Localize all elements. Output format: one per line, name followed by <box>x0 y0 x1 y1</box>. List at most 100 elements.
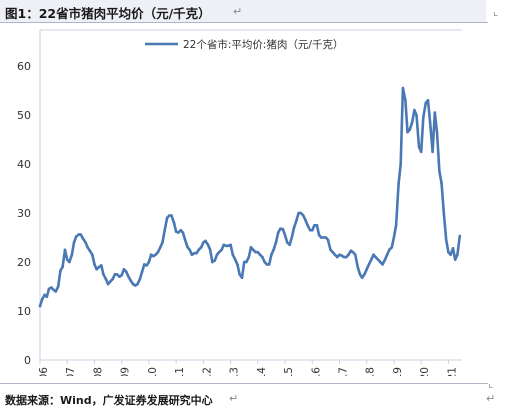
data-point <box>52 288 55 292</box>
data-point <box>308 228 312 232</box>
data-point <box>161 241 164 244</box>
data-point <box>215 253 219 256</box>
data-point <box>45 295 49 299</box>
data-point <box>74 235 78 238</box>
data-point <box>322 236 326 239</box>
data-point <box>174 230 178 233</box>
data-point <box>363 273 366 276</box>
data-point <box>415 113 418 117</box>
data-point <box>390 246 394 249</box>
data-point <box>442 211 446 215</box>
data-point <box>453 258 457 261</box>
data-point <box>381 263 384 266</box>
data-point <box>120 273 123 277</box>
data-point <box>456 253 459 256</box>
data-point <box>358 273 362 276</box>
data-point <box>251 248 255 252</box>
data-point <box>145 264 148 267</box>
paragraph-mark-icon: ↵ <box>233 5 243 18</box>
data-point <box>213 259 217 262</box>
data-point <box>317 233 321 237</box>
title-bar <box>0 0 486 22</box>
data-point <box>356 265 360 269</box>
data-point <box>408 128 412 131</box>
x-tick-label: 2014 <box>256 367 268 376</box>
data-point <box>102 273 105 276</box>
data-point <box>159 246 162 249</box>
x-tick-label: 2007 <box>65 367 77 376</box>
data-point <box>236 263 239 266</box>
data-point <box>410 121 414 124</box>
data-point <box>229 243 232 247</box>
data-point <box>38 304 42 308</box>
source-note: 数据来源：Wind，广发证券发展研究中心 <box>5 394 213 407</box>
data-point <box>347 253 350 256</box>
y-tick-label: 10 <box>17 305 31 318</box>
data-point <box>206 243 210 247</box>
data-point <box>220 248 223 252</box>
data-point <box>50 286 53 289</box>
data-point <box>388 248 391 252</box>
data-point <box>306 224 309 227</box>
data-point <box>170 214 173 217</box>
data-point <box>263 260 266 264</box>
data-point <box>86 246 89 249</box>
x-tick-label: 2010 <box>147 367 159 376</box>
data-point <box>197 248 200 252</box>
data-point <box>338 253 341 256</box>
data-point <box>186 246 189 249</box>
x-tick-label: 2016 <box>310 367 322 376</box>
data-point <box>383 258 387 261</box>
data-point <box>326 238 330 242</box>
data-point <box>222 243 226 247</box>
data-point <box>138 277 142 281</box>
data-point <box>245 260 248 264</box>
data-point <box>149 253 153 256</box>
data-point <box>372 253 375 256</box>
data-point <box>199 246 203 249</box>
data-point <box>204 239 207 243</box>
top-rule <box>0 22 488 23</box>
data-point <box>292 226 296 229</box>
data-point <box>93 263 96 266</box>
data-point <box>242 260 246 264</box>
data-point <box>95 268 98 271</box>
y-tick-label: 60 <box>17 60 31 73</box>
x-tick-label: 2021 <box>446 367 458 376</box>
data-point <box>238 273 241 276</box>
data-point <box>349 249 353 252</box>
data-point <box>168 214 171 217</box>
x-axis: 2006 2007 2008 2009 2010 2011 2012 2013 2014 2015… <box>38 360 458 376</box>
data-point <box>125 270 128 274</box>
data-point <box>367 263 371 266</box>
data-point <box>283 233 287 237</box>
data-point <box>417 145 421 149</box>
data-point <box>315 224 319 227</box>
data-point <box>115 273 119 276</box>
data-point <box>331 250 335 254</box>
x-tick-label: 2006 <box>38 367 50 376</box>
data-point <box>183 238 187 242</box>
data-point <box>240 276 244 279</box>
data-point <box>324 236 328 239</box>
x-tick-label: 2017 <box>337 367 349 376</box>
data-point <box>458 234 462 238</box>
series-layer <box>38 86 462 308</box>
data-point <box>72 241 76 244</box>
data-point <box>118 275 121 278</box>
data-point <box>340 254 344 257</box>
data-point <box>422 116 425 119</box>
data-point <box>190 253 194 256</box>
y-tick-label: 30 <box>17 207 31 220</box>
data-point <box>313 224 316 227</box>
data-point <box>404 99 407 102</box>
data-point <box>47 287 51 291</box>
legend: 22个省市:平均价:猪肉（元/千克） <box>145 38 343 51</box>
data-point <box>406 130 409 134</box>
data-point <box>354 253 357 256</box>
data-point <box>399 162 403 166</box>
data-point <box>233 258 237 261</box>
data-point <box>392 236 396 239</box>
data-point <box>376 258 380 261</box>
data-point <box>279 227 282 230</box>
